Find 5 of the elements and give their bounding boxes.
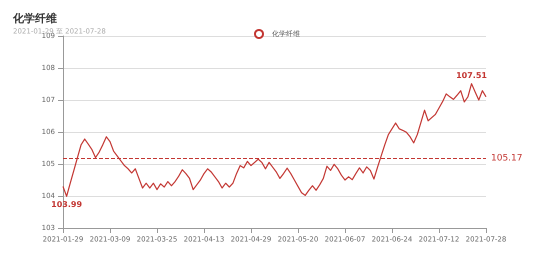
ref-line-label: 105.17	[491, 154, 522, 164]
line-series	[62, 83, 487, 197]
annotation: 107.51	[456, 71, 488, 80]
annotation: 103.99	[51, 200, 82, 209]
chart-title: 化学纤维	[12, 12, 57, 25]
